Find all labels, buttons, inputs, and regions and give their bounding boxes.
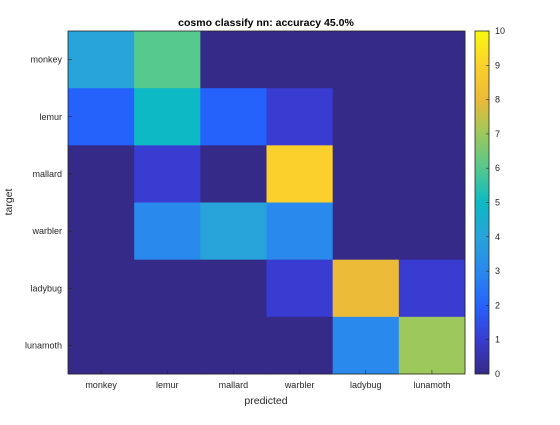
colorbar-tick-label: 1: [495, 335, 500, 345]
x-tick-label: lunamoth: [413, 380, 450, 390]
heatmap-cell: [134, 260, 201, 318]
heatmap-cell: [333, 31, 400, 89]
heatmap-cell: [267, 145, 334, 203]
heatmap-cell: [68, 31, 135, 89]
colorbar-tick-label: 2: [495, 300, 500, 310]
heatmap-cell: [68, 317, 135, 375]
x-axis-label: predicted: [244, 395, 287, 407]
heatmap-cell: [134, 145, 201, 203]
heatmap-cell: [399, 317, 466, 375]
heatmap-cell: [200, 88, 267, 146]
y-tick-label: warbler: [31, 226, 62, 236]
colorbar-tick-label: 6: [495, 163, 500, 173]
colorbar-tick-label: 0: [495, 369, 500, 379]
heatmap-cell: [267, 317, 334, 375]
x-tick-label: warbler: [284, 380, 315, 390]
y-tick-label: mallard: [32, 169, 62, 179]
heatmap-cell: [399, 31, 466, 89]
x-tick-label: monkey: [85, 380, 117, 390]
colorbar-tick-label: 4: [495, 232, 500, 242]
heatmap-cell: [200, 145, 267, 203]
heatmap-cell: [267, 260, 334, 318]
y-tick-label: lemur: [39, 112, 62, 122]
heatmap-cell: [399, 203, 466, 261]
heatmap-cell: [399, 260, 466, 318]
colorbar-tick-label: 9: [495, 60, 500, 70]
heatmap-cell: [267, 88, 334, 146]
heatmap-cell: [68, 203, 135, 261]
y-tick-label: ladybug: [30, 283, 62, 293]
x-tick-label: mallard: [219, 380, 249, 390]
heatmap-cell: [134, 88, 201, 146]
colorbar-tick-label: 5: [495, 198, 500, 208]
y-tick-label: lunamoth: [25, 340, 62, 350]
heatmap-cells: [68, 31, 465, 374]
heatmap-cell: [399, 145, 466, 203]
heatmap-cell: [333, 88, 400, 146]
x-tick-label: lemur: [156, 380, 179, 390]
colorbar-tick-label: 8: [495, 95, 500, 105]
heatmap-cell: [200, 260, 267, 318]
colorbar-tick-label: 10: [495, 26, 505, 36]
colorbar-tick-label: 7: [495, 129, 500, 139]
heatmap-cell: [333, 260, 400, 318]
y-tick-label: monkey: [30, 55, 62, 65]
heatmap-cell: [200, 31, 267, 89]
heatmap-cell: [200, 317, 267, 375]
heatmap-cell: [68, 88, 135, 146]
heatmap-cell: [267, 203, 334, 261]
y-axis-label: target: [3, 188, 15, 215]
heatmap-cell: [200, 203, 267, 261]
chart-title: cosmo classify nn: accuracy 45.0%: [178, 17, 354, 29]
heatmap-cell: [68, 260, 135, 318]
heatmap-cell: [134, 317, 201, 375]
heatmap-cell: [399, 88, 466, 146]
heatmap-cell: [267, 31, 334, 89]
y-tick-labels: monkey lemur mallard warbler ladybug lunamoth: [25, 55, 72, 351]
x-tick-label: ladybug: [350, 380, 382, 390]
heatmap-cell: [134, 203, 201, 261]
heatmap-cell: [68, 145, 135, 203]
heatmap-cell: [134, 31, 201, 89]
heatmap-cell: [333, 203, 400, 261]
colorbar-tick-label: 3: [495, 266, 500, 276]
heatmap-cell: [333, 317, 400, 375]
heatmap-cell: [333, 145, 400, 203]
